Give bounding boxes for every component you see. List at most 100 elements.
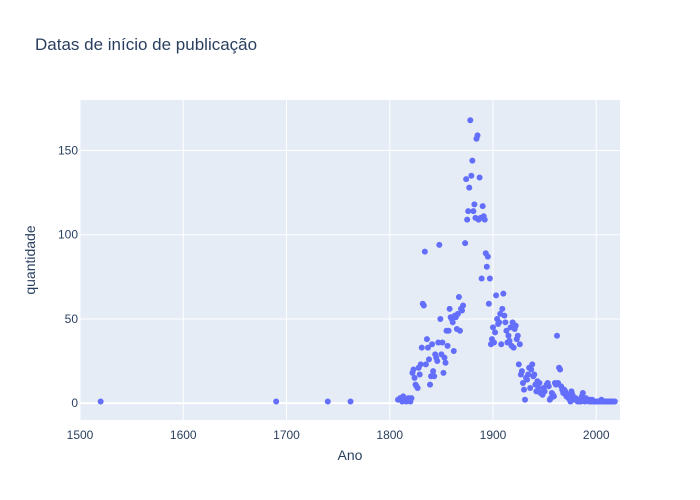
data-point <box>536 379 543 386</box>
y-tick-label: 100 <box>58 228 78 242</box>
data-points <box>97 117 618 405</box>
data-point <box>611 398 618 405</box>
data-point <box>97 398 104 405</box>
data-point <box>324 398 331 405</box>
data-point <box>410 366 417 373</box>
data-point <box>467 117 474 124</box>
data-point <box>528 366 535 373</box>
data-point <box>510 344 517 351</box>
data-point <box>486 275 493 282</box>
data-point <box>491 339 498 346</box>
data-point <box>424 344 431 351</box>
data-point <box>454 310 461 317</box>
data-point <box>436 241 443 248</box>
data-point <box>483 263 490 270</box>
data-point <box>512 322 519 329</box>
y-tick-label: 150 <box>58 144 78 158</box>
data-point <box>485 300 492 307</box>
data-point <box>469 157 476 164</box>
data-point <box>499 305 506 312</box>
data-point <box>474 132 481 139</box>
chart-title: Datas de início de publicação <box>35 35 257 54</box>
data-point <box>465 208 472 215</box>
data-point <box>431 373 438 380</box>
data-point <box>476 174 483 181</box>
data-point <box>439 339 446 346</box>
data-point <box>347 398 354 405</box>
y-tick-label: 50 <box>65 312 79 326</box>
data-point <box>503 327 510 334</box>
data-point <box>524 376 531 383</box>
data-point <box>445 327 452 334</box>
data-point <box>422 361 429 368</box>
data-point <box>554 332 561 339</box>
data-point <box>456 327 463 334</box>
data-point <box>427 381 434 388</box>
x-tick-label: 1700 <box>273 428 300 442</box>
data-point <box>440 369 447 376</box>
data-point <box>492 329 499 336</box>
data-point <box>496 319 503 326</box>
data-point <box>525 371 532 378</box>
data-point <box>527 385 534 391</box>
data-point <box>520 386 527 393</box>
data-point <box>416 371 423 378</box>
data-point <box>514 332 521 339</box>
data-point <box>450 347 457 354</box>
data-point <box>470 208 477 215</box>
y-tick-label: 0 <box>71 396 78 410</box>
data-point <box>515 361 522 368</box>
data-point <box>579 390 586 397</box>
data-point <box>437 315 444 322</box>
data-point <box>505 332 512 339</box>
x-tick-label: 1500 <box>67 428 94 442</box>
data-point <box>516 341 523 348</box>
data-point <box>418 344 425 351</box>
data-point <box>464 216 471 223</box>
data-point <box>442 359 449 366</box>
data-point <box>490 324 497 331</box>
data-point <box>273 398 280 405</box>
x-tick-label: 1600 <box>170 428 197 442</box>
y-axis-ticks: 0 50 100 150 <box>58 144 78 411</box>
data-point <box>493 292 500 299</box>
x-tick-label: 1900 <box>480 428 507 442</box>
data-point <box>417 361 424 368</box>
data-point <box>501 312 508 319</box>
data-point <box>500 290 507 297</box>
data-point <box>414 385 421 391</box>
x-tick-label: 1800 <box>376 428 403 442</box>
data-point <box>462 240 469 247</box>
data-point <box>498 341 505 348</box>
data-point <box>484 253 491 260</box>
data-point <box>541 388 548 395</box>
data-point <box>441 354 448 361</box>
data-point <box>429 341 436 348</box>
data-point <box>423 336 430 343</box>
data-point <box>408 395 415 402</box>
x-tick-label: 2000 <box>583 428 610 442</box>
data-point <box>444 342 451 349</box>
data-point <box>535 385 542 391</box>
data-point <box>463 176 470 183</box>
data-point <box>446 305 453 312</box>
data-point <box>506 337 513 344</box>
data-point <box>529 361 536 368</box>
data-point <box>531 371 538 378</box>
x-axis-title: Ano <box>338 447 363 463</box>
data-point <box>421 248 428 255</box>
data-point <box>471 201 478 208</box>
data-point <box>479 203 486 210</box>
data-point <box>502 319 509 326</box>
data-point <box>481 216 488 223</box>
data-point <box>557 366 564 373</box>
data-point <box>425 356 432 363</box>
data-point <box>468 172 475 179</box>
data-point <box>550 393 557 400</box>
data-point <box>518 368 525 375</box>
plot-area <box>80 100 620 420</box>
data-point <box>460 302 467 309</box>
data-point <box>459 307 466 314</box>
data-point <box>411 374 418 381</box>
